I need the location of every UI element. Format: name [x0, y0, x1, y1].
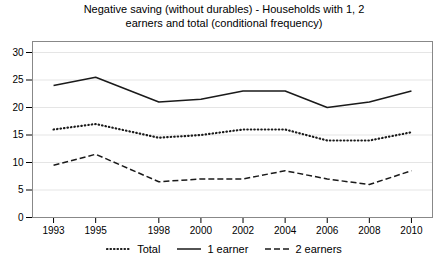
- html-text:1 earner: 1 earner: [207, 242, 249, 255]
- svg-text:1998: 1998: [148, 224, 171, 235]
- svg-text:2000: 2000: [190, 224, 213, 235]
- svg-text:2010: 2010: [400, 224, 423, 235]
- svg-text:1995: 1995: [85, 224, 108, 235]
- svg-text:2004: 2004: [274, 224, 297, 235]
- svg-text:20: 20: [12, 101, 24, 112]
- svg-text:30: 30: [12, 46, 24, 57]
- svg-text:1993: 1993: [42, 224, 65, 235]
- svg-text:2008: 2008: [358, 224, 381, 235]
- svg-text:10: 10: [12, 156, 24, 167]
- svg-text:25: 25: [12, 74, 24, 85]
- html-text:Negative saving (without durab: Negative saving (without durables) - Hou…: [83, 3, 365, 29]
- svg-text:0: 0: [18, 211, 24, 222]
- svg-text:2002: 2002: [232, 224, 255, 235]
- svg-text:2006: 2006: [316, 224, 339, 235]
- html-text:2 earners: 2 earners: [295, 242, 342, 255]
- svg-text:15: 15: [12, 129, 24, 140]
- svg-text:5: 5: [18, 184, 24, 195]
- html-text:Total: Total: [137, 242, 161, 255]
